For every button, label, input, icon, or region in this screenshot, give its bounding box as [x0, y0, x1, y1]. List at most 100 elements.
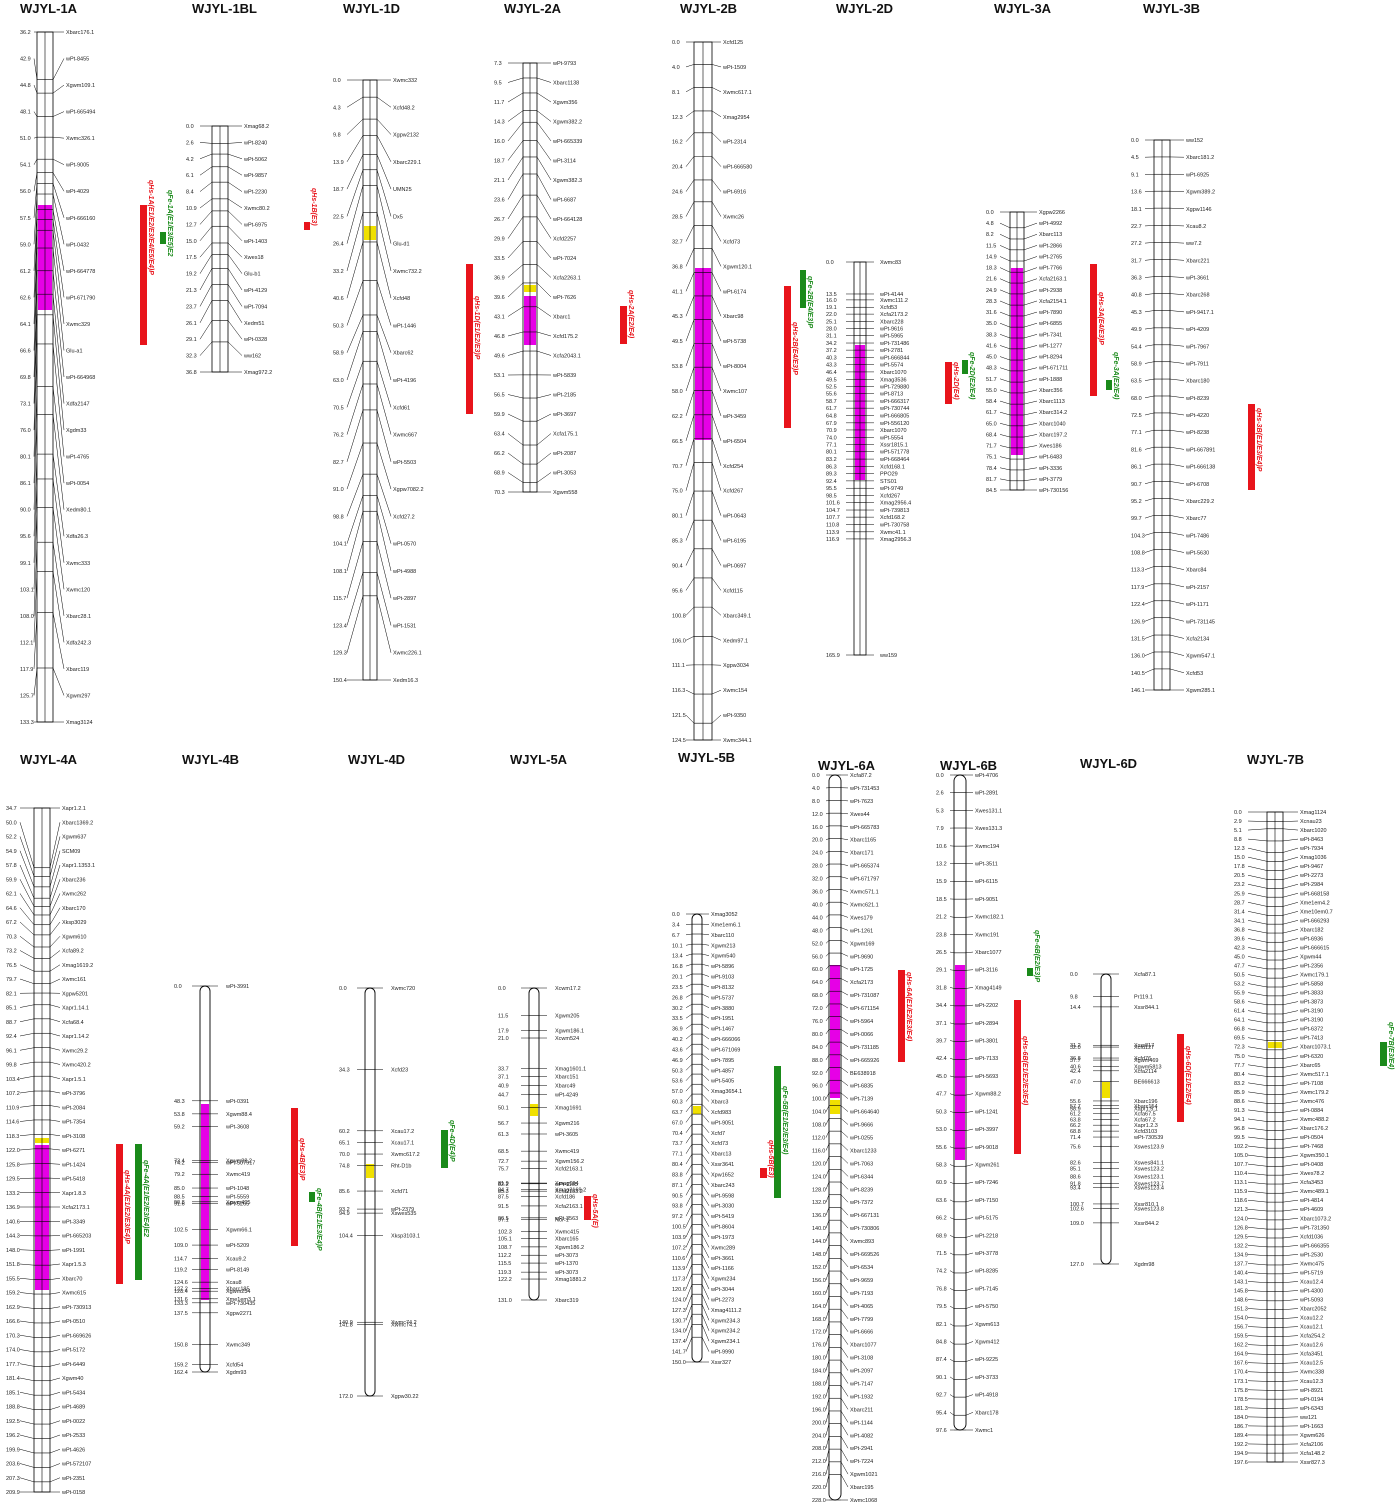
marker-position: 103.9	[672, 1235, 686, 1241]
connector-right	[1282, 1245, 1299, 1248]
marker-position: 13.5	[826, 292, 837, 298]
marker-position: 75.7	[498, 1166, 509, 1172]
marker-position: 57.5	[20, 216, 31, 222]
qtl-label: qHs-5A(E)	[591, 1194, 598, 1229]
marker-position: 92.4	[826, 479, 837, 485]
connector-left	[1144, 600, 1155, 605]
connector-left	[1247, 956, 1268, 961]
marker-name: Xswes841.1	[1134, 1161, 1164, 1167]
connector-left	[999, 367, 1011, 372]
marker-name: Xcfa2263.1	[553, 276, 581, 282]
connector-left	[346, 154, 364, 190]
connector-right	[376, 241, 392, 299]
marker-name: Xcfd2163.1	[555, 1166, 583, 1172]
marker-name: Xcau12.2	[1300, 1316, 1323, 1322]
connector-left	[949, 1058, 955, 1060]
marker-position: 115.9	[1234, 1189, 1247, 1195]
connector-left	[685, 295, 695, 317]
connector-left	[949, 1376, 955, 1380]
marker-name: Xgwm469	[1134, 1058, 1158, 1064]
marker-name: Xwmc489.1	[1300, 1189, 1329, 1195]
connector-left	[507, 173, 524, 200]
marker-position: 19.1	[826, 305, 837, 311]
marker-name: Xssr844.2	[1134, 1221, 1159, 1227]
connector-left	[199, 242, 213, 258]
connector-left	[685, 1174, 693, 1186]
marker-position: 71.7	[986, 444, 997, 450]
marker-name: wPt-4196	[392, 378, 416, 384]
marker-name: wPt-3108	[61, 1134, 85, 1140]
connector-right	[536, 413, 552, 422]
connector-right	[536, 433, 552, 446]
connector-right	[711, 414, 722, 441]
marker-position: 98.8	[333, 514, 344, 520]
marker-name: Dx5	[393, 214, 403, 220]
connector-right	[701, 1124, 710, 1133]
marker-position: 92.4	[6, 1034, 17, 1040]
connector-left	[685, 87, 695, 93]
marker-name: Xbarc229.1	[393, 160, 421, 166]
marker-position: 71.4	[1070, 1135, 1081, 1141]
connector-left	[685, 1204, 693, 1217]
marker-name: Xgwm186.2	[555, 1245, 584, 1251]
marker-position: 220.0	[812, 1485, 826, 1491]
marker-name: wPt-730758	[879, 522, 909, 528]
marker-name: Xbarc3	[711, 1100, 728, 1106]
marker-name: Xwmc289	[711, 1245, 735, 1251]
marker-name: Xwmc475	[1300, 1261, 1324, 1267]
connector-right	[52, 542, 65, 616]
marker-name: wPt-0194	[1299, 1397, 1323, 1403]
marker-name: wPt-6916	[722, 190, 746, 196]
connector-right	[49, 864, 61, 899]
marker-position: 79.5	[936, 1304, 947, 1310]
connector-right	[840, 1359, 849, 1371]
connector-left	[19, 1090, 35, 1094]
connector-left	[1247, 1227, 1268, 1230]
marker-position: 154.0	[1234, 1316, 1248, 1322]
connector-right	[49, 1004, 61, 1008]
connector-right	[840, 1245, 849, 1255]
connector-right	[1169, 463, 1185, 467]
marker-position: 45.3	[672, 314, 683, 320]
marker-name: Xwmc476	[1300, 1099, 1324, 1105]
marker-name: wPt-3336	[1038, 466, 1062, 472]
marker-name: wPt-671711	[1038, 366, 1068, 372]
connector-left	[825, 1461, 830, 1475]
marker-position: 11.5	[986, 243, 996, 249]
marker-position: 32.0	[812, 877, 823, 883]
connector-right	[840, 876, 849, 879]
connector-right	[52, 343, 65, 457]
marker-name: wPt-8239	[849, 1187, 873, 1193]
connector-right	[49, 1033, 61, 1037]
marker-position: 175.8	[1234, 1388, 1248, 1394]
marker-position: 55.6	[936, 1145, 947, 1151]
marker-name: Xgwm389.2	[1186, 190, 1215, 196]
marker-position: 72.5	[1131, 413, 1142, 419]
connector-left	[1144, 344, 1155, 347]
connector-left	[949, 1235, 955, 1238]
marker-position: 28.7	[1234, 900, 1245, 906]
qtl-label: qHs-1A(E1/E2/E3/E4/E5/E4)P	[147, 180, 154, 275]
connector-left	[33, 343, 38, 457]
marker-name: Xcfd267	[880, 493, 900, 499]
marker-position: 84.5	[986, 488, 997, 494]
connector-right	[965, 1040, 974, 1042]
marker-position: 55.0	[986, 388, 997, 394]
connector-right	[1023, 456, 1038, 460]
connector-left	[685, 414, 695, 441]
qtl-interval-bar	[774, 1066, 781, 1198]
marker-name: Pr119.1	[1134, 994, 1153, 1000]
connector-left	[685, 1144, 693, 1154]
marker-name: Xssr827.3	[1300, 1460, 1325, 1466]
centromere-block	[693, 1106, 701, 1114]
connector-right	[52, 58, 65, 80]
connector-right	[840, 1181, 849, 1190]
marker-name: Xwmc667	[393, 433, 417, 439]
connector-right	[49, 822, 61, 868]
marker-name: Xcfd186	[555, 1194, 575, 1200]
marker-name: wPt-5062	[243, 157, 267, 163]
connector-left	[685, 1064, 693, 1071]
marker-name: wPt-664128	[552, 217, 582, 223]
connector-right	[536, 216, 552, 239]
marker-position: 145.8	[1234, 1288, 1248, 1294]
